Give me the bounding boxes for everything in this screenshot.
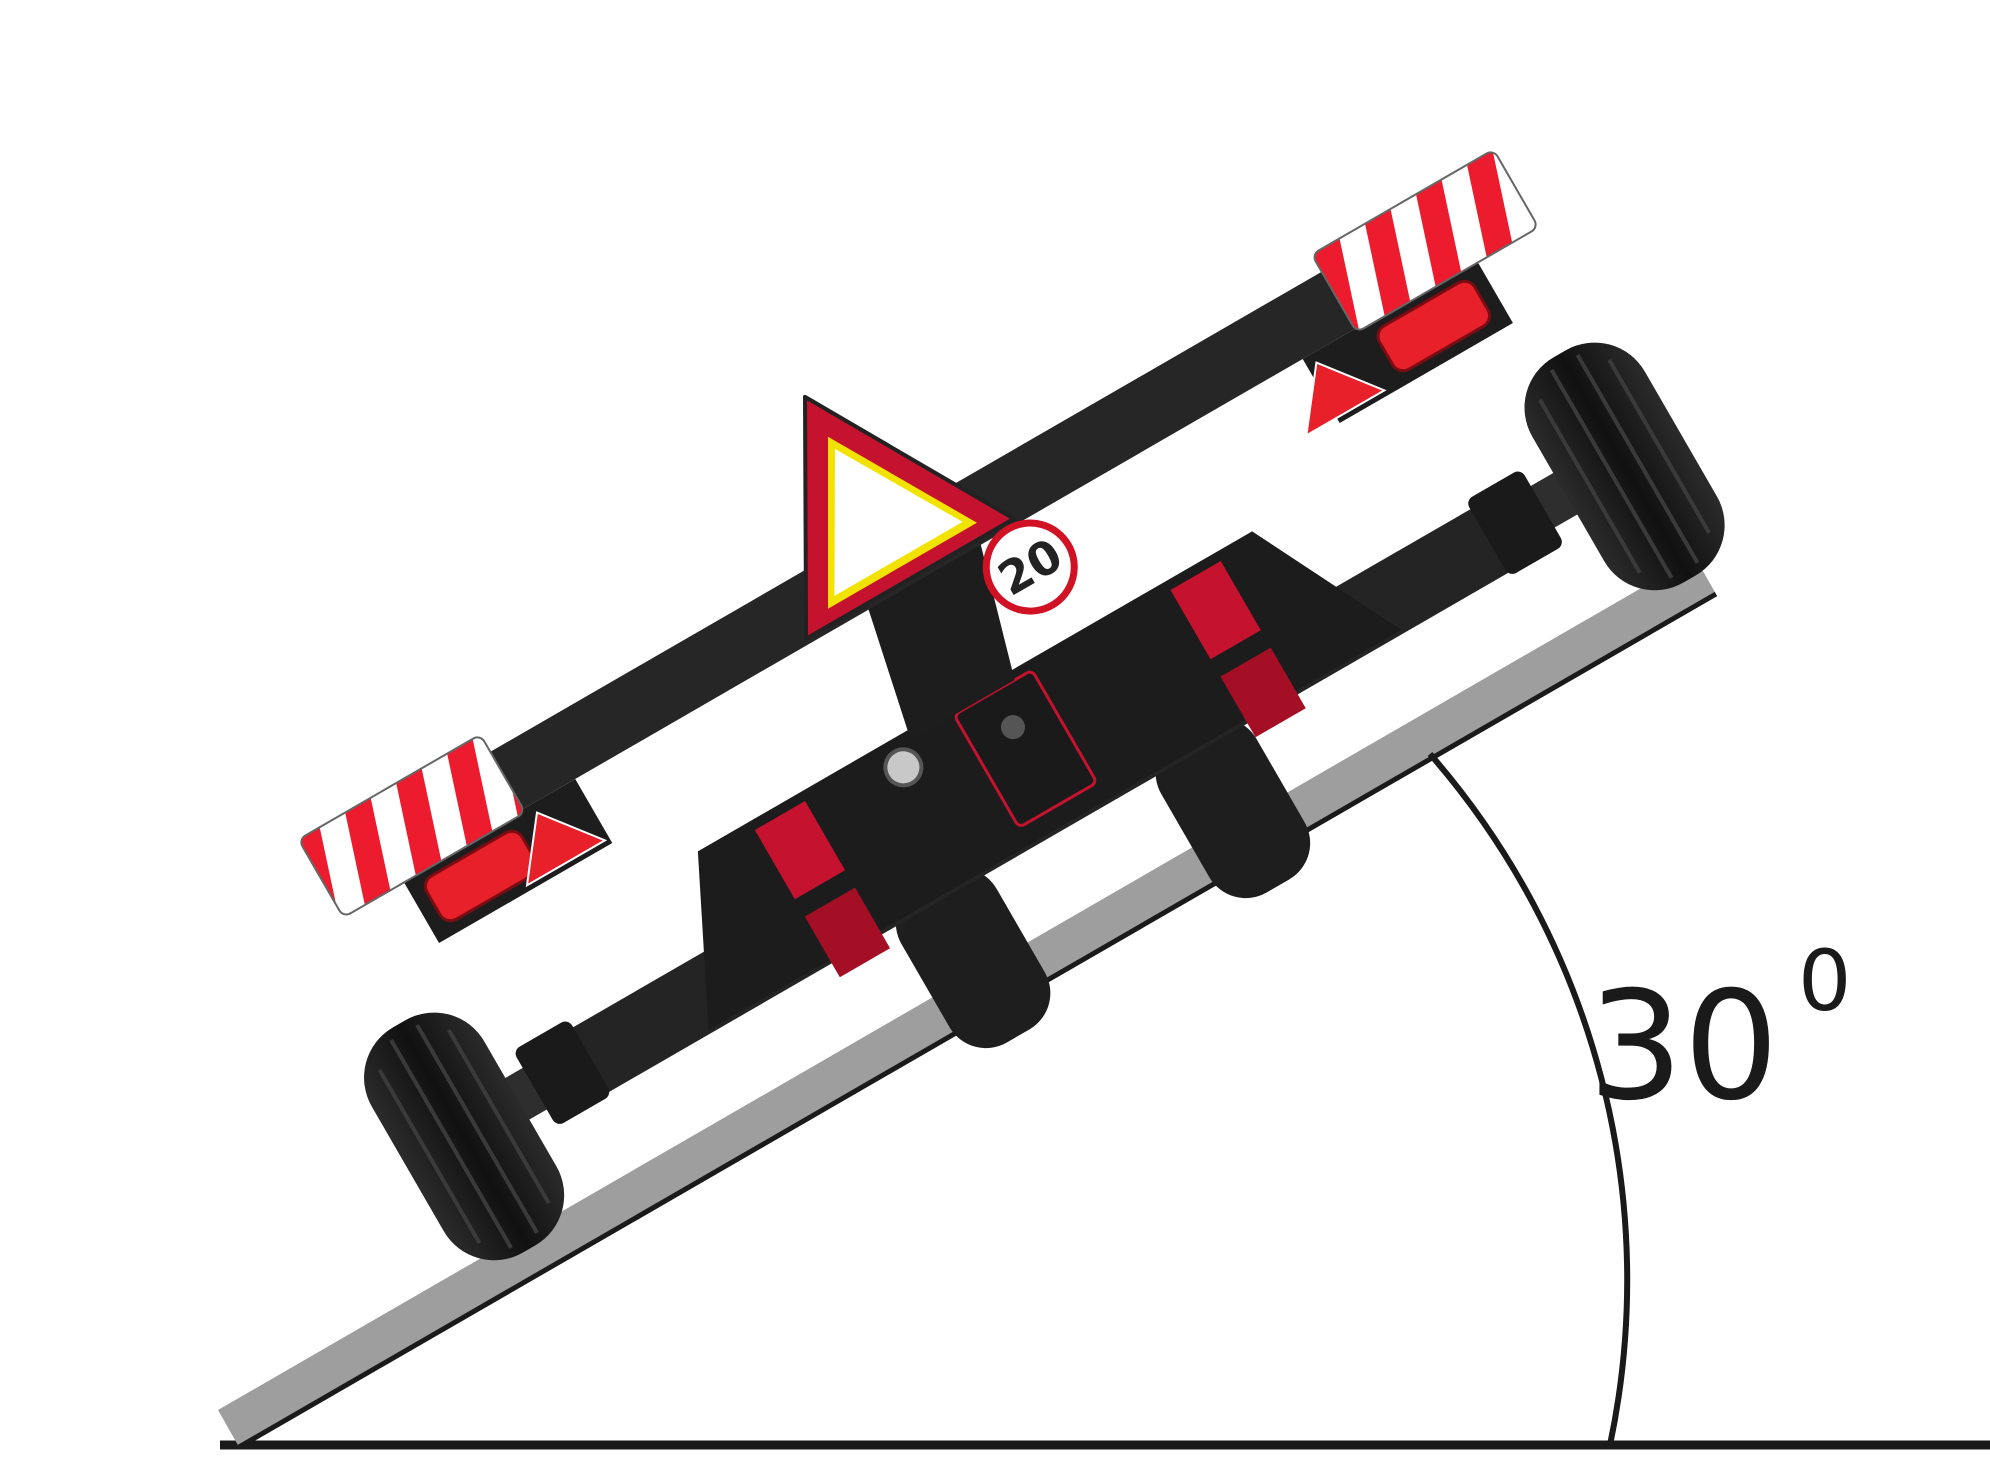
angle-label: 30 bbox=[1588, 960, 1779, 1134]
reflector-triangle-right bbox=[1305, 361, 1387, 438]
rear-wheel-left bbox=[895, 867, 1051, 1049]
red-bracket-right-bottom bbox=[1220, 647, 1306, 738]
warning-board-left bbox=[300, 736, 524, 916]
red-bracket-right-top bbox=[1170, 561, 1261, 660]
wheel-right bbox=[1524, 342, 1725, 591]
rear-wheel-right bbox=[1155, 717, 1311, 899]
tail-light-left bbox=[423, 829, 539, 923]
trailer-machine: 20 bbox=[300, 151, 1725, 1261]
warning-board-right bbox=[1313, 151, 1537, 331]
hitch-pin bbox=[1000, 715, 1025, 740]
slow-moving-vehicle-triangle-icon bbox=[803, 394, 1016, 641]
wheel-left bbox=[364, 1012, 565, 1261]
pivot-bolt bbox=[883, 747, 924, 788]
hub-right bbox=[1468, 471, 1562, 574]
angle-arc bbox=[1427, 752, 1631, 1446]
red-bracket-left-bottom bbox=[804, 887, 891, 978]
reflector-triangle-left bbox=[525, 811, 608, 888]
red-bracket-left-top bbox=[754, 800, 846, 900]
hub-left bbox=[515, 1021, 610, 1124]
angle-degree-mark: 0 bbox=[1798, 932, 1851, 1030]
tail-light-right bbox=[1376, 279, 1492, 373]
speed-limit-sign-icon: 20 bbox=[982, 519, 1078, 615]
